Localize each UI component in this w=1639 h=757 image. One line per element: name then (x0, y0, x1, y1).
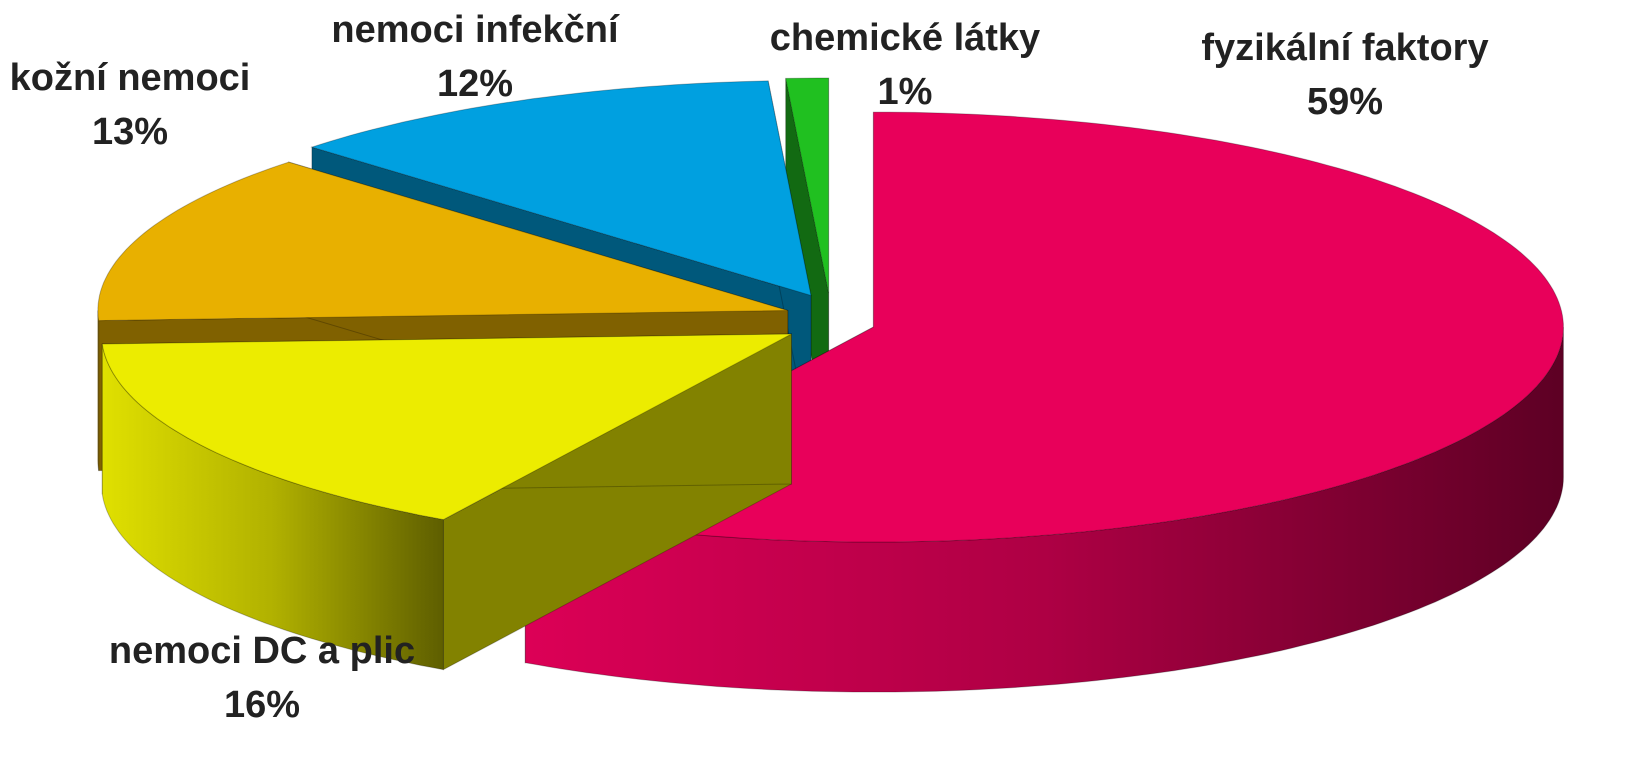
slice-label: chemické látky (770, 17, 1040, 59)
slice-label: nemoci DC a plic (109, 630, 415, 672)
slice-label: kožní nemoci (10, 57, 251, 99)
slice-wall (97, 310, 100, 471)
slice-label: nemoci infekční (331, 9, 620, 51)
slice (101, 333, 792, 521)
slice-value-label: 13% (92, 111, 168, 153)
slice-value-label: 1% (878, 71, 933, 113)
slice (97, 161, 788, 322)
slice-value-label: 12% (437, 63, 513, 105)
slice (310, 80, 812, 297)
slice (785, 77, 830, 294)
slice-label: fyzikální faktory (1201, 27, 1488, 69)
slice-value-label: 59% (1307, 81, 1383, 123)
slice-value-label: 16% (224, 684, 300, 726)
